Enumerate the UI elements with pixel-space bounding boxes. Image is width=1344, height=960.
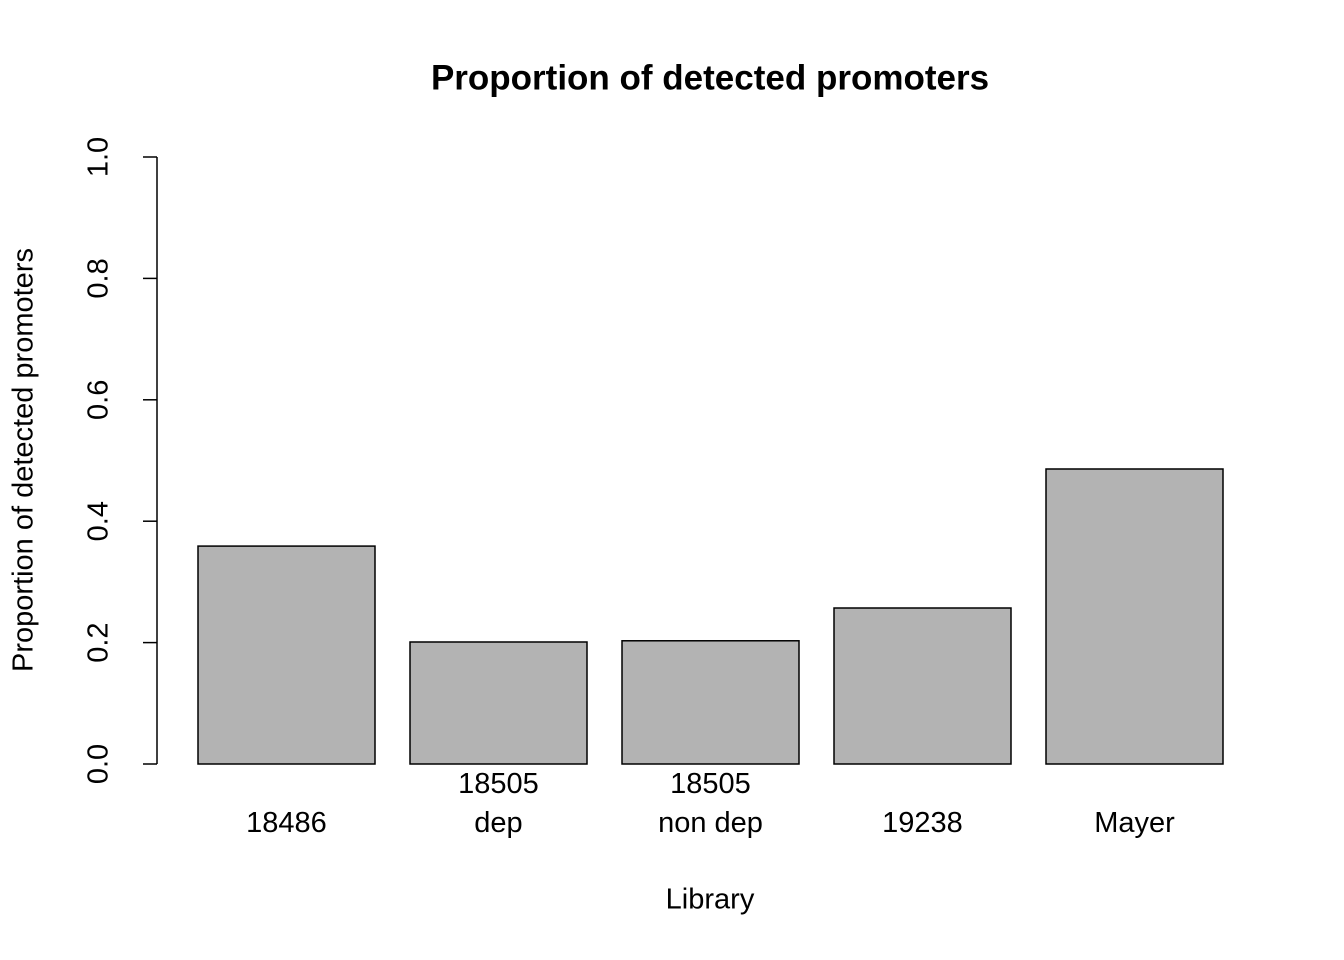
chart-title: Proportion of detected promoters <box>431 58 989 97</box>
x-tick-label: 19238 <box>882 807 963 839</box>
y-tick-label: 0.2 <box>83 622 115 662</box>
x-axis-label: Library <box>666 884 755 916</box>
x-tick-label: 18486 <box>246 807 327 839</box>
bar <box>197 545 376 765</box>
x-tick-label: 18505 dep <box>458 768 539 839</box>
bar <box>621 640 800 765</box>
x-tick-label: 18505 non dep <box>658 768 763 839</box>
y-tick-label: 1.0 <box>83 137 115 177</box>
bar <box>833 607 1012 765</box>
y-tick-label: 0.4 <box>83 501 115 541</box>
y-tick-label: 0.8 <box>83 258 115 298</box>
x-tick-label: Mayer <box>1094 807 1175 839</box>
y-axis-label: Proportion of detected promoters <box>8 248 40 672</box>
bar <box>1045 468 1224 765</box>
y-tick-label: 0.6 <box>83 380 115 420</box>
bar <box>409 641 588 765</box>
y-tick-label: 0.0 <box>83 744 115 784</box>
